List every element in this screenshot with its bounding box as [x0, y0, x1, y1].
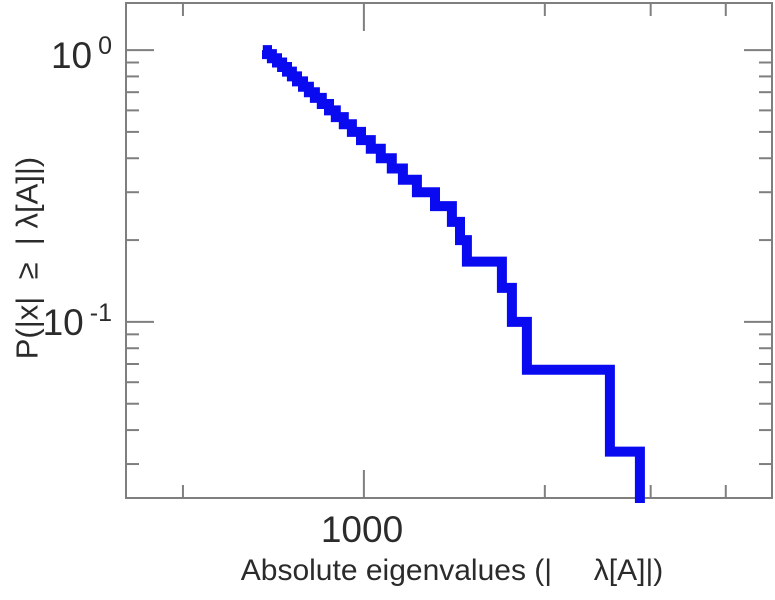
ccdf-step-curve [262, 45, 645, 503]
y-tick-label-1e-1: 10 -1 [18, 299, 112, 343]
x-tick-label-1000: 1000 [320, 509, 404, 550]
plot-frame [125, 2, 773, 499]
y-tick-1e-1-exponent: -1 [89, 299, 112, 327]
y-tick-1e0-exponent: 0 [98, 32, 112, 60]
y-axis-label: P(|x| ≥ | λ[A]|) [9, 156, 45, 360]
y-tick-1e-1-base: 10 [42, 302, 84, 343]
y-tick-label-1e0: 10 0 [18, 32, 112, 76]
y-tick-1e0-base: 10 [50, 35, 93, 76]
x-axis-label: Absolute eigenvalues (| λ[A]|) [240, 554, 664, 587]
